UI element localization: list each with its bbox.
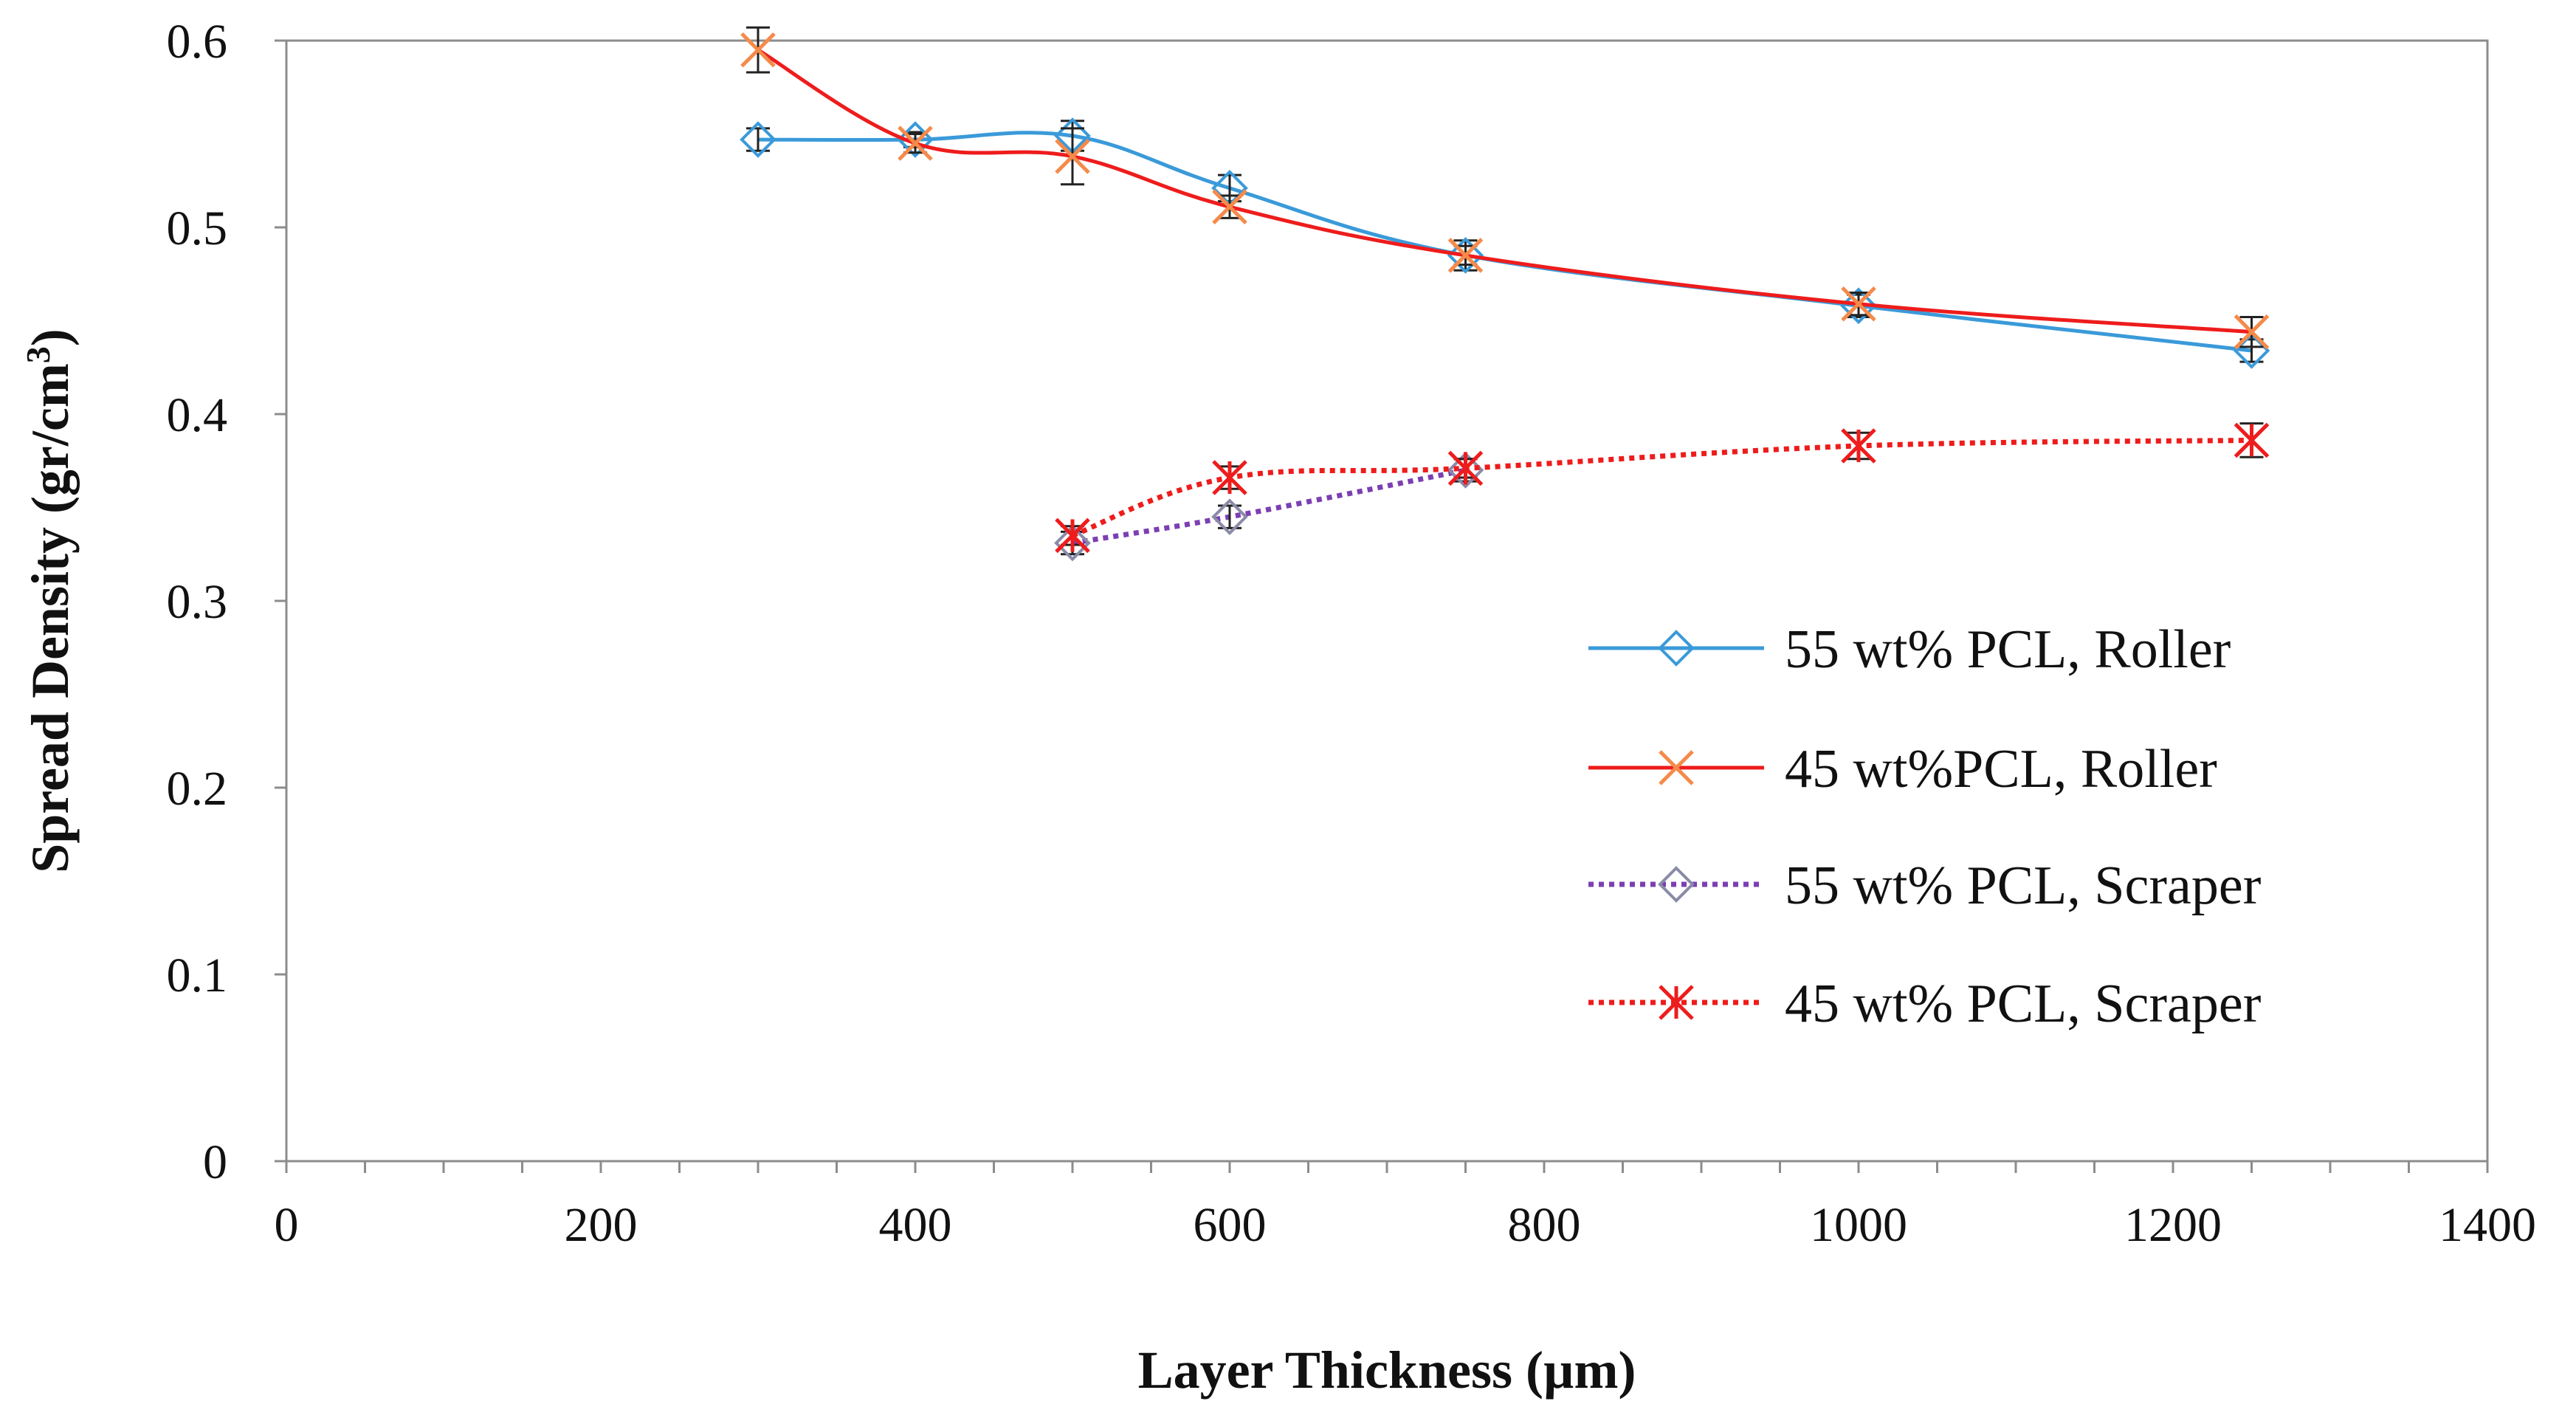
legend-marker-stroke-b	[1659, 750, 1694, 785]
data-point	[1447, 450, 1484, 486]
series-1	[740, 117, 2270, 369]
x-tick-label: 1400	[2439, 1198, 2536, 1252]
data-point	[740, 32, 776, 68]
series-1-line	[757, 131, 2252, 353]
legend: 55 wt% PCL, Roller 45 wt%PCL, Roller 55 wt…	[1588, 619, 2261, 1034]
y-tick-label: 0.3	[167, 575, 228, 629]
y-tick-label: 0	[203, 1135, 227, 1189]
y-tick-label: 0.6	[167, 15, 228, 69]
y-axis-title-superscript: 3	[19, 346, 57, 363]
series-layer	[740, 26, 2270, 562]
data-point	[1447, 237, 1484, 274]
y-axis-title-main: Spread Density (gr/cm	[21, 363, 80, 873]
data-point	[2234, 314, 2270, 350]
error-bar	[1218, 504, 1241, 529]
legend-label: 55 wt% PCL, Scraper	[1785, 856, 2261, 916]
legend-marker	[1658, 866, 1695, 903]
data-point	[1212, 460, 1247, 495]
series-2-line	[757, 48, 2252, 334]
data-point	[1841, 428, 1876, 464]
legend-item-2: 45 wt%PCL, Roller	[1588, 739, 2217, 799]
x-axis-title: Layer Thickness (µm)	[1138, 1341, 1636, 1400]
data-point	[1212, 189, 1247, 224]
y-axis-title-suffix: )	[21, 328, 80, 346]
y-tick-label: 0.4	[167, 388, 228, 442]
data-point	[740, 121, 776, 158]
data-point	[1054, 524, 1091, 562]
legend-marker	[1659, 750, 1694, 785]
legend-item-3: 55 wt% PCL, Scraper	[1588, 856, 2261, 916]
legend-marker	[1658, 630, 1695, 667]
data-point	[1211, 498, 1248, 535]
legend-marker	[1659, 985, 1694, 1020]
x-tick-label: 1200	[2124, 1198, 2222, 1252]
data-point-stroke-b	[1212, 189, 1247, 224]
series-4	[1055, 422, 2270, 554]
data-point	[1840, 287, 1877, 325]
data-point	[898, 125, 933, 161]
x-tick-label: 0	[275, 1198, 299, 1252]
data-point-stroke-b	[898, 125, 933, 161]
data-point	[1841, 286, 1876, 322]
plot-area-frame	[285, 39, 2489, 1163]
legend-item-1: 55 wt% PCL, Roller	[1588, 619, 2231, 680]
legend-item-4: 45 wt% PCL, Scraper	[1588, 974, 2261, 1034]
x-tick-label: 200	[565, 1198, 638, 1252]
x-tick-label: 400	[879, 1198, 952, 1252]
series-3-line	[1072, 467, 1467, 546]
x-tick-label: 600	[1194, 1198, 1267, 1252]
y-axis-title: Spread Density (gr/cm3)	[19, 328, 80, 873]
series-4-line	[1071, 437, 2252, 538]
data-point-stroke-b	[2234, 314, 2270, 350]
x-tick-label: 800	[1508, 1198, 1581, 1252]
data-point	[1447, 238, 1484, 273]
data-point-stroke-b	[1055, 139, 1090, 174]
x-tick-label: 1000	[1810, 1198, 1907, 1252]
error-bar	[746, 127, 770, 152]
data-point-stroke-b	[740, 32, 776, 68]
series-2	[740, 26, 2270, 350]
data-point-stroke-b	[1447, 238, 1484, 273]
y-tick-label: 0.2	[167, 762, 228, 816]
legend-label: 55 wt% PCL, Roller	[1785, 619, 2231, 680]
data-point	[1447, 452, 1484, 489]
legend-label: 45 wt% PCL, Scraper	[1785, 974, 2261, 1034]
data-point-stroke-b	[1841, 286, 1876, 322]
data-point	[2234, 422, 2270, 458]
y-tick-label: 0.1	[167, 949, 228, 1002]
legend-label: 45 wt%PCL, Roller	[1785, 739, 2217, 799]
data-point	[1055, 139, 1090, 174]
y-tick-label: 0.5	[167, 202, 228, 255]
axis-ticks: 0 200 400 600 800 1000 1200 1400 0 0.1 0.2 0.3 0.4 0.…	[167, 15, 2537, 1252]
data-point	[1055, 517, 1090, 554]
